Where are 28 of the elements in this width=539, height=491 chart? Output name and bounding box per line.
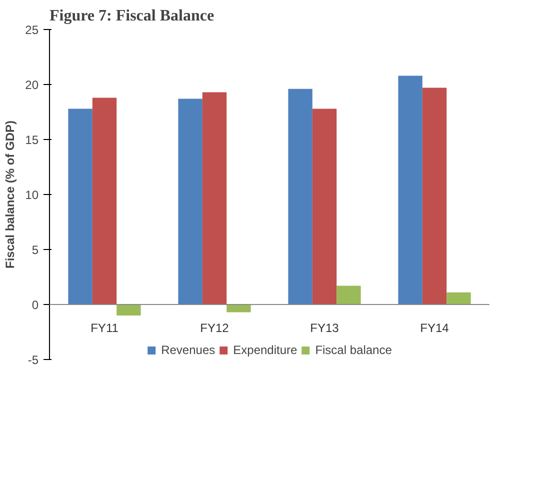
bar — [312, 108, 337, 304]
y-tick-label: -5 — [28, 353, 39, 367]
x-tick-label: FY11 — [90, 321, 119, 335]
legend-label: Revenues — [161, 343, 216, 357]
bar — [92, 98, 117, 304]
y-tick-label: 0 — [32, 298, 39, 312]
y-tick-label: 10 — [25, 188, 39, 202]
bar — [422, 88, 447, 304]
x-tick-label: FY12 — [200, 321, 230, 335]
bar — [288, 88, 312, 304]
bar — [202, 92, 227, 304]
y-tick-label: 20 — [25, 78, 39, 92]
bar — [178, 98, 202, 304]
x-tick-label: FY13 — [310, 321, 340, 335]
y-tick-label: 5 — [32, 243, 39, 257]
bar — [116, 304, 141, 316]
y-axis-title: Fiscal balance (% of GDP) — [3, 120, 18, 269]
y-tick-label: 15 — [25, 133, 39, 147]
bar — [398, 76, 422, 304]
bar — [336, 286, 361, 304]
legend-label: Fiscal balance — [315, 343, 392, 357]
bar — [68, 108, 92, 304]
bar — [226, 304, 251, 312]
x-tick-label: FY14 — [420, 321, 450, 335]
bar — [446, 292, 471, 304]
y-tick-label: 25 — [25, 23, 39, 37]
legend-label: Expenditure — [233, 343, 298, 357]
chart-title: Figure 7: Fiscal Balance — [50, 8, 214, 24]
